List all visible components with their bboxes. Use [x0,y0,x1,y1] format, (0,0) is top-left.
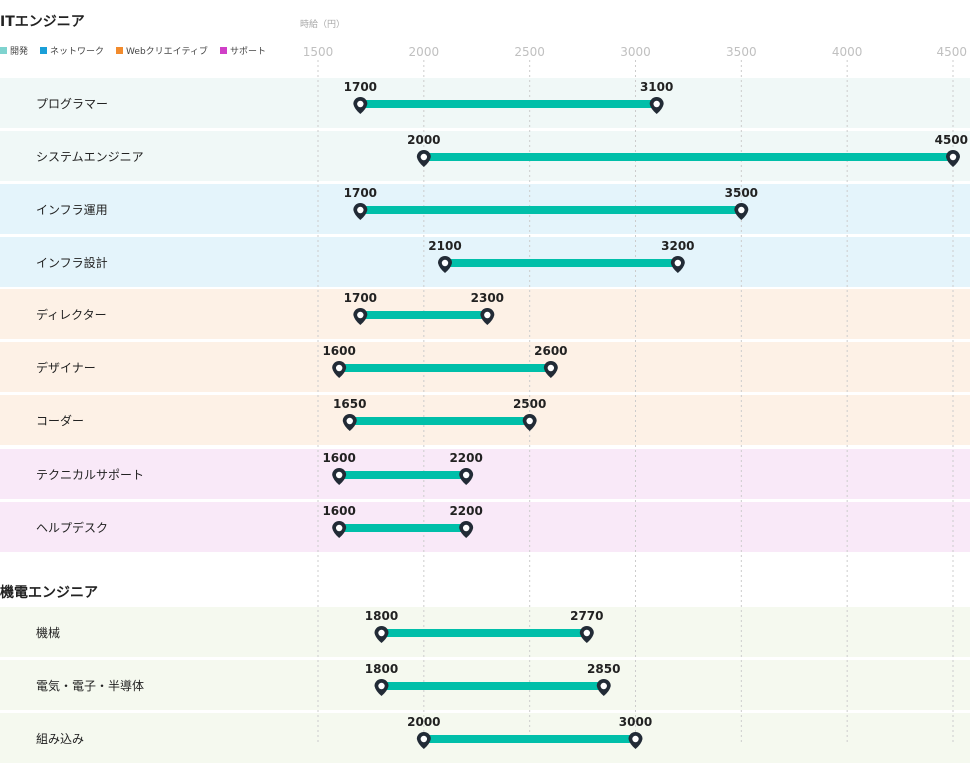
row-label: ヘルプデスク [36,520,108,535]
row-label: 組み込み [36,732,84,746]
row-label: デザイナー [36,360,96,375]
x-tick-label: 3000 [620,45,651,59]
legend-label-support: サポート [229,47,266,57]
max-value-label: 2850 [587,662,620,676]
row-label: システムエンジニア [36,150,144,164]
max-value-label: 2200 [449,451,482,465]
range-marker [480,308,495,325]
row-background [0,502,970,552]
range-marker [353,203,368,220]
max-value-label: 2600 [534,344,567,358]
section-title-it: ITエンジニア [0,14,85,30]
max-value-label: 3000 [619,715,652,729]
max-value-label: 3500 [725,186,758,200]
max-value-label: 2500 [513,397,546,411]
range-marker [579,626,594,643]
min-value-label: 1800 [365,609,398,623]
range-marker [374,626,389,643]
min-value-label: 2000 [407,133,440,147]
range-marker [332,521,347,538]
x-tick-label: 2500 [514,45,545,59]
row-label: コーダー [36,413,84,428]
min-value-label: 1600 [322,504,355,518]
row-label: 電気・電子・半導体 [36,678,144,693]
x-tick-label: 3500 [726,45,757,59]
range-marker [438,256,452,273]
x-tick-label: 2000 [409,45,440,59]
row-label: インフラ設計 [36,255,108,270]
range-marker [543,361,558,378]
range-marker [459,468,474,485]
range-marker [522,414,537,431]
range-marker [596,679,611,696]
legend-swatch-web [116,47,124,54]
range-marker [416,150,431,167]
x-tick-label: 4500 [936,45,967,59]
range-marker [670,256,685,273]
range-marker [946,150,960,167]
range-marker [353,97,368,114]
row-label: ディレクター [36,307,107,322]
row-label: テクニカルサポート [36,468,144,482]
range-marker [353,308,368,325]
legend-swatch-support [219,47,227,54]
legend-label-dev: 開発 [10,47,29,57]
min-value-label: 1600 [322,344,355,358]
range-marker [628,732,643,749]
x-tick-label: 4000 [832,45,863,59]
range-marker [649,97,664,114]
legend-swatch-network [40,47,48,54]
min-value-label: 1650 [333,397,366,411]
range-marker [374,679,389,696]
unit-label: 時給（円） [300,20,346,30]
x-tick-label: 1500 [303,45,334,59]
min-value-label: 1700 [344,80,377,94]
max-value-label: 4500 [935,133,968,147]
legend-label-web: Webクリエイティブ [126,47,208,57]
row-label: インフラ運用 [36,203,108,217]
legend-item-network: ネットワーク [40,44,104,57]
min-value-label: 1700 [344,186,377,200]
min-value-label: 1800 [365,662,398,676]
row-background [0,449,970,499]
min-value-label: 1700 [344,291,377,305]
range-marker [459,521,474,538]
max-value-label: 2300 [471,291,504,305]
legend-item-support: サポート [219,44,266,57]
row-label: プログラマー [36,97,108,111]
range-marker [416,732,431,749]
legend-item-dev: 開発 [0,44,28,57]
range-marker [332,468,347,485]
range-marker [342,414,357,431]
min-value-label: 2100 [428,239,461,253]
min-value-label: 1600 [322,451,355,465]
range-marker [332,361,347,378]
min-value-label: 2000 [407,715,440,729]
range-marker [734,203,749,220]
legend: 開発 ネットワーク Webクリエイティブ サポート [0,44,266,57]
max-value-label: 3200 [661,239,694,253]
legend-swatch-dev [0,47,7,54]
row-label: 機械 [36,625,60,640]
section-title-kiden: 機電エンジニア [0,585,98,601]
legend-label-network: ネットワーク [50,47,105,57]
legend-item-web: Webクリエイティブ [116,44,208,57]
max-value-label: 2770 [570,609,603,623]
max-value-label: 3100 [640,80,673,94]
max-value-label: 2200 [449,504,482,518]
